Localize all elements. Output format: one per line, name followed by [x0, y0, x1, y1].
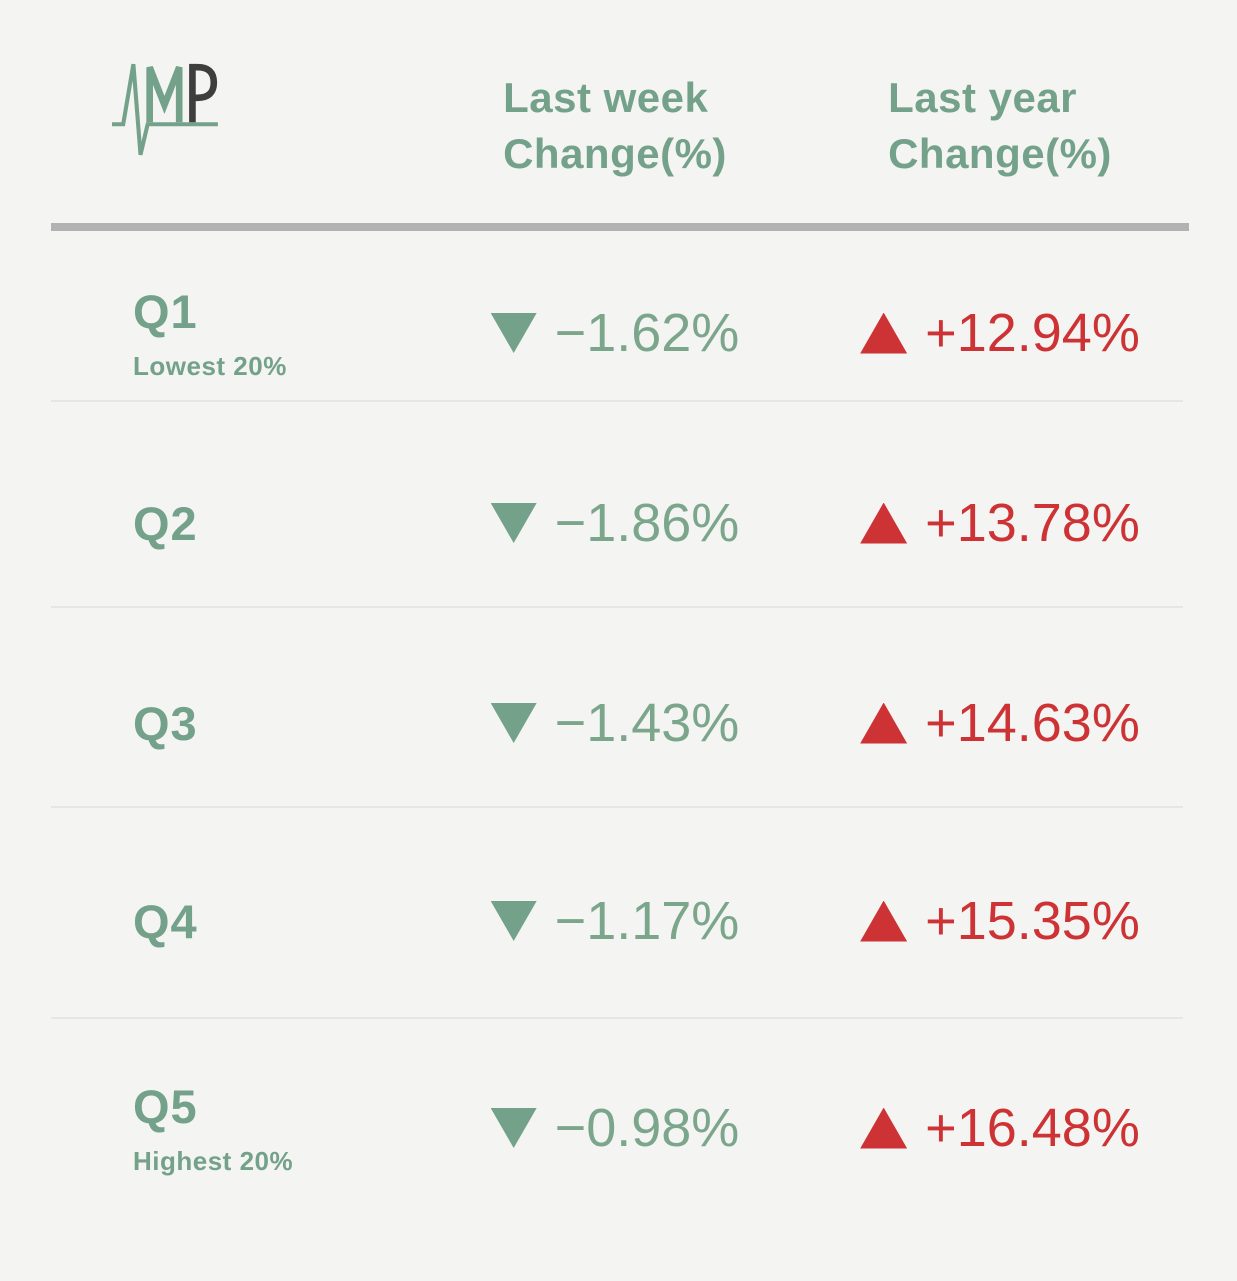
quintile-label: Q3 — [133, 696, 198, 750]
quintile-cell: Q5 Highest 20% — [0, 1079, 430, 1177]
table-row-q2: Q2 −1.86% +13.78% — [0, 400, 1237, 606]
last-year-change: +14.63% — [925, 693, 1140, 753]
last-year-change: +15.35% — [925, 891, 1140, 951]
last-year-change: +16.48% — [925, 1098, 1140, 1158]
quintile-label: Q1 — [133, 285, 198, 338]
triangle-up-icon — [860, 900, 908, 942]
triangle-down-icon — [490, 503, 537, 543]
year-change-cell: +12.94% — [800, 306, 1200, 360]
table-row-q5: Q5 Highest 20% −0.98% +16.48% — [0, 1017, 1237, 1281]
triangle-up-icon — [860, 702, 908, 744]
letter-m — [146, 66, 183, 123]
quintile-label: Q4 — [133, 894, 198, 948]
last-week-change: −1.86% — [554, 493, 740, 553]
pulse-ekg-logo — [112, 63, 218, 156]
header-cell-last-week: Last week Change(%) — [430, 0, 800, 223]
triangle-up-icon — [860, 312, 908, 354]
week-change-cell: −0.98% — [430, 1101, 800, 1155]
rows: Q1 Lowest 20% −1.62% +12.94% Q2 −1.86% — [0, 231, 1237, 1281]
triangle-down-icon — [490, 1108, 537, 1148]
year-change-cell: +14.63% — [800, 696, 1200, 750]
week-change-cell: −1.17% — [430, 894, 800, 948]
last-week-change: −1.43% — [554, 693, 740, 753]
pulse-line — [112, 63, 218, 156]
year-change-cell: +15.35% — [800, 894, 1200, 948]
column-header-last-year: Last year Change(%) — [888, 74, 1112, 177]
quintile-cell: Q2 — [0, 496, 430, 551]
quintile-sublabel: Highest 20% — [133, 1146, 294, 1176]
table-header: Last week Change(%) Last year Change(%) — [0, 0, 1237, 223]
last-year-change: +12.94% — [925, 303, 1140, 363]
header-divider — [51, 223, 1189, 231]
triangle-up-icon — [860, 502, 908, 544]
week-change-cell: −1.86% — [430, 496, 800, 550]
year-change-cell: +16.48% — [800, 1101, 1200, 1155]
last-year-change: +13.78% — [925, 493, 1140, 553]
last-week-change: −1.17% — [554, 891, 740, 951]
logo-cell — [0, 0, 430, 223]
year-change-cell: +13.78% — [800, 496, 1200, 550]
quintile-cell: Q3 — [0, 696, 430, 751]
last-week-change: −0.98% — [554, 1098, 740, 1158]
week-change-cell: −1.62% — [430, 306, 800, 360]
table-row-q4: Q4 −1.17% +15.35% — [0, 806, 1237, 1017]
triangle-down-icon — [490, 901, 537, 941]
triangle-down-icon — [490, 703, 537, 743]
triangle-down-icon — [490, 313, 537, 353]
quintile-label: Q2 — [133, 496, 198, 550]
table-row-q3: Q3 −1.43% +14.63% — [0, 606, 1237, 806]
column-header-last-week: Last week Change(%) — [503, 74, 727, 177]
quintile-sublabel: Lowest 20% — [133, 351, 287, 381]
triangle-up-icon — [860, 1107, 908, 1149]
quintile-label: Q5 — [133, 1080, 198, 1133]
table-row-q1: Q1 Lowest 20% −1.62% +12.94% — [0, 231, 1237, 400]
quintile-cell: Q1 Lowest 20% — [0, 284, 430, 382]
week-change-cell: −1.43% — [430, 696, 800, 750]
last-week-change: −1.62% — [554, 303, 740, 363]
letter-p — [189, 63, 218, 123]
quintile-cell: Q4 — [0, 894, 430, 949]
header-cell-last-year: Last year Change(%) — [800, 0, 1200, 223]
